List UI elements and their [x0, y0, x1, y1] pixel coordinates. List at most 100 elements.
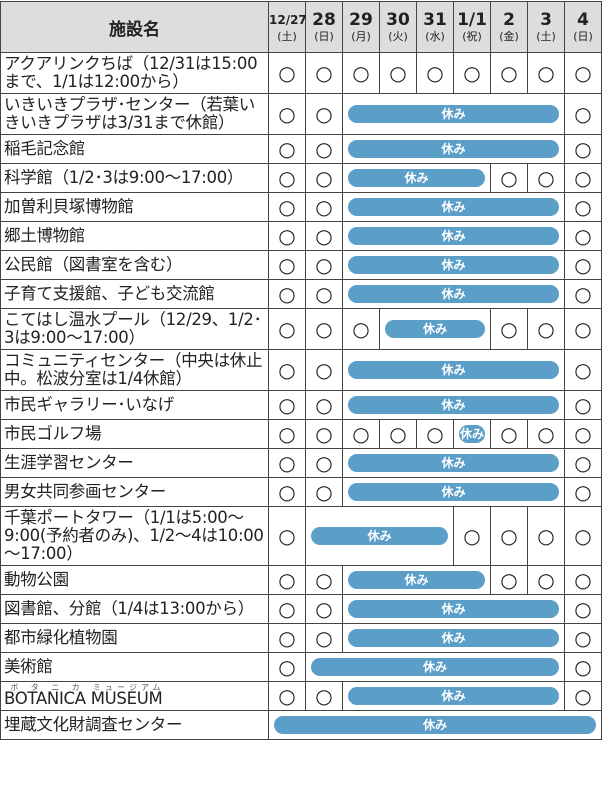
name-reading: ミュージアム: [90, 682, 163, 692]
facility-row: BOTANICAボタニカ MUSEUMミュージアム ○ ○ 休み ○: [0, 681, 602, 711]
open-mark: ○: [268, 448, 306, 478]
facility-name: 加曽利貝塚博物館: [0, 192, 269, 222]
closed-bar: 休み: [348, 361, 559, 379]
facility-name: 図書館、分館（1/4は13:00から）: [0, 594, 269, 624]
closed-bar: 休み: [459, 425, 485, 443]
open-mark: ○: [268, 308, 306, 350]
open-mark: ○: [342, 52, 380, 94]
day-header: 2 (金): [490, 1, 528, 53]
name-part: MUSEUMミュージアム: [90, 682, 163, 708]
open-mark: ○: [342, 419, 380, 449]
day-header: 31 (水): [416, 1, 454, 53]
facility-name: 市民ゴルフ場: [0, 419, 269, 449]
facility-row: 千葉ポートタワー（1/1は5:00～9:00(予約者のみ)、1/2～4は10:0…: [0, 506, 602, 566]
facility-name: BOTANICAボタニカ MUSEUMミュージアム: [0, 681, 269, 711]
open-mark: ○: [564, 565, 602, 595]
closed-bar: 休み: [348, 256, 559, 274]
day-weekday: (祝): [462, 30, 482, 43]
facility-row: 公民館（図書室を含む） ○ ○ 休み ○: [0, 250, 602, 280]
open-mark: ○: [490, 163, 528, 193]
open-mark: ○: [490, 52, 528, 94]
closed-cell: 休み: [342, 565, 491, 595]
open-mark: ○: [564, 623, 602, 653]
closed-cell: 休み: [453, 419, 491, 449]
facility-row: 美術館 ○ 休み ○: [0, 652, 602, 682]
open-mark: ○: [564, 594, 602, 624]
open-mark: ○: [305, 279, 343, 309]
facility-name: 稲毛記念館: [0, 134, 269, 164]
facility-row: 郷土博物館 ○ ○ 休み ○: [0, 221, 602, 251]
facility-name: アクアリンクちば（12/31は15:00まで、1/1は12:00から）: [0, 52, 269, 94]
facility-row: 都市緑化植物園 ○ ○ 休み ○: [0, 623, 602, 653]
facility-row: 埋蔵文化財調査センター 休み: [0, 710, 602, 740]
facility-row: 動物公園 ○ ○ 休み ○ ○ ○: [0, 565, 602, 595]
header-row: 施設名 12/27 (土) 28 (日) 29 (月) 30 (火) 31 (水) 1/1 (祝) 2(…: [0, 1, 602, 53]
closed-bar: 休み: [348, 687, 559, 705]
open-mark: ○: [268, 349, 306, 391]
closed-bar: 休み: [274, 716, 596, 734]
closed-cell: 休み: [342, 448, 565, 478]
open-mark: ○: [305, 163, 343, 193]
day-weekday: (土): [277, 30, 297, 43]
closed-cell: 休み: [342, 250, 565, 280]
day-weekday: (金): [499, 30, 519, 43]
day-weekday: (月): [351, 30, 371, 43]
day-date: 4: [577, 10, 589, 30]
facility-row: 男女共同参画センター ○ ○ 休み ○: [0, 477, 602, 507]
open-mark: ○: [527, 565, 565, 595]
open-mark: ○: [379, 52, 417, 94]
day-weekday: (日): [573, 30, 593, 43]
facility-name: コミュニティセンター（中央は休止中。松波分室は1/4休館）: [0, 349, 269, 391]
day-date: 12/27: [269, 13, 307, 27]
open-mark: ○: [416, 419, 454, 449]
closed-bar: 休み: [348, 571, 485, 589]
open-mark: ○: [305, 93, 343, 135]
day-header: 30 (火): [379, 1, 417, 53]
open-mark: ○: [305, 623, 343, 653]
closed-bar: 休み: [348, 169, 485, 187]
closed-bar: 休み: [348, 285, 559, 303]
day-header: 29 (月): [342, 1, 380, 53]
closed-cell: 休み: [342, 681, 565, 711]
open-mark: ○: [490, 308, 528, 350]
facility-name: こてはし温水プール（12/29、1/2･3は9:00～17:00）: [0, 308, 269, 350]
facility-name: 千葉ポートタワー（1/1は5:00～9:00(予約者のみ)、1/2～4は10:0…: [0, 506, 269, 566]
open-mark: ○: [305, 565, 343, 595]
closed-bar: 休み: [311, 527, 448, 545]
facility-name: 都市緑化植物園: [0, 623, 269, 653]
open-mark: ○: [305, 134, 343, 164]
day-date: 31: [423, 10, 447, 30]
open-mark: ○: [268, 93, 306, 135]
facility-name: いきいきプラザ･センター（若葉いきいきプラザは3/31まで休館）: [0, 93, 269, 135]
open-mark: ○: [268, 477, 306, 507]
facility-name: 市民ギャラリー･いなげ: [0, 390, 269, 420]
closed-cell: 休み: [268, 710, 602, 740]
closed-cell: 休み: [342, 134, 565, 164]
open-mark: ○: [268, 390, 306, 420]
closed-bar: 休み: [348, 454, 559, 472]
facility-name: 郷土博物館: [0, 221, 269, 251]
facility-row: コミュニティセンター（中央は休止中。松波分室は1/4休館） ○ ○ 休み ○: [0, 349, 602, 391]
closed-cell: 休み: [342, 349, 565, 391]
open-mark: ○: [305, 681, 343, 711]
closed-bar: 休み: [348, 105, 559, 123]
open-mark: ○: [268, 221, 306, 251]
closed-cell: 休み: [342, 93, 565, 135]
facility-name: 公民館（図書室を含む）: [0, 250, 269, 280]
day-date: 1/1: [457, 10, 487, 30]
open-mark: ○: [453, 506, 491, 566]
open-mark: ○: [527, 52, 565, 94]
open-mark: ○: [268, 594, 306, 624]
day-date: 2: [503, 10, 515, 30]
open-mark: ○: [564, 419, 602, 449]
open-mark: ○: [527, 163, 565, 193]
day-weekday: (水): [425, 30, 445, 43]
open-mark: ○: [305, 308, 343, 350]
open-mark: ○: [305, 419, 343, 449]
closed-cell: 休み: [342, 192, 565, 222]
open-mark: ○: [305, 390, 343, 420]
facility-row: こてはし温水プール（12/29、1/2･3は9:00～17:00） ○ ○ ○ 休み ○ ○…: [0, 308, 602, 350]
open-mark: ○: [527, 419, 565, 449]
open-mark: ○: [268, 623, 306, 653]
open-mark: ○: [305, 221, 343, 251]
